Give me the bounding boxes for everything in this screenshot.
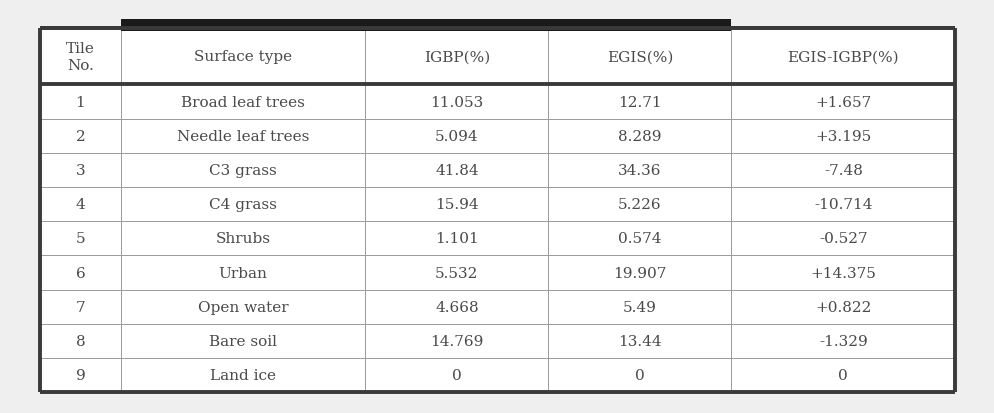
Text: Open water: Open water [198, 300, 288, 314]
Text: 5.49: 5.49 [622, 300, 656, 314]
Text: IGBP(%): IGBP(%) [423, 50, 489, 64]
Text: Bare soil: Bare soil [209, 334, 277, 348]
Text: 9: 9 [76, 368, 85, 382]
FancyBboxPatch shape [40, 29, 954, 392]
Text: Shrubs: Shrubs [216, 232, 270, 246]
Text: Needle leaf trees: Needle leaf trees [177, 129, 309, 143]
Text: +0.822: +0.822 [814, 300, 871, 314]
Text: 4: 4 [76, 198, 85, 211]
Text: 7: 7 [76, 300, 85, 314]
Text: EGIS-IGBP(%): EGIS-IGBP(%) [786, 50, 899, 64]
Text: 19.907: 19.907 [612, 266, 666, 280]
Text: 0.574: 0.574 [617, 232, 661, 246]
Text: 5.226: 5.226 [617, 198, 661, 211]
Text: 2: 2 [76, 129, 85, 143]
Text: 8.289: 8.289 [617, 129, 661, 143]
FancyBboxPatch shape [121, 20, 731, 32]
Text: 0: 0 [634, 368, 644, 382]
Text: +3.195: +3.195 [814, 129, 871, 143]
Text: 14.769: 14.769 [429, 334, 483, 348]
Text: 11.053: 11.053 [429, 95, 483, 109]
Text: Land ice: Land ice [210, 368, 276, 382]
Text: Surface type: Surface type [194, 50, 292, 64]
Text: EGIS(%): EGIS(%) [606, 50, 672, 64]
Text: 34.36: 34.36 [617, 164, 661, 178]
Text: 0: 0 [838, 368, 847, 382]
Text: C4 grass: C4 grass [209, 198, 277, 211]
Text: 0: 0 [451, 368, 461, 382]
Text: 3: 3 [76, 164, 85, 178]
Text: Tile
No.: Tile No. [66, 41, 94, 73]
Text: 15.94: 15.94 [434, 198, 478, 211]
Text: -7.48: -7.48 [823, 164, 862, 178]
Text: +14.375: +14.375 [809, 266, 876, 280]
Text: 1.101: 1.101 [434, 232, 478, 246]
Text: 5: 5 [76, 232, 85, 246]
Text: C3 grass: C3 grass [209, 164, 276, 178]
Text: -10.714: -10.714 [813, 198, 872, 211]
Text: +1.657: +1.657 [814, 95, 871, 109]
Text: 4.668: 4.668 [434, 300, 478, 314]
Text: 12.71: 12.71 [617, 95, 661, 109]
Text: 8: 8 [76, 334, 85, 348]
Text: 13.44: 13.44 [617, 334, 661, 348]
Text: 6: 6 [76, 266, 85, 280]
Text: 1: 1 [76, 95, 85, 109]
Text: Urban: Urban [219, 266, 267, 280]
Text: Broad leaf trees: Broad leaf trees [181, 95, 305, 109]
Text: -1.329: -1.329 [818, 334, 867, 348]
Text: -0.527: -0.527 [818, 232, 867, 246]
Text: 5.532: 5.532 [434, 266, 478, 280]
Text: 41.84: 41.84 [434, 164, 478, 178]
Text: 5.094: 5.094 [434, 129, 478, 143]
